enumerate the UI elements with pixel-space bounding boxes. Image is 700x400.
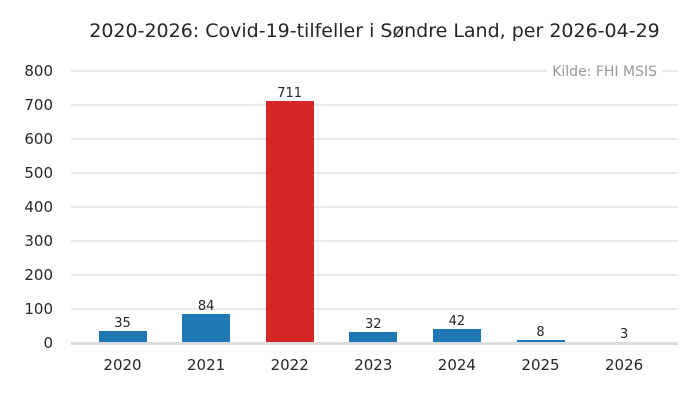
value-label-2021: 84 bbox=[197, 299, 215, 315]
value-label-2026: 3 bbox=[619, 326, 629, 342]
chart-title: 2020-2026: Covid-19-tilfeller i Søndre L… bbox=[89, 20, 660, 42]
gridline-y-300 bbox=[71, 240, 678, 242]
gridline-y-200 bbox=[71, 274, 678, 276]
x-tick-label-2024: 2024 bbox=[437, 356, 476, 374]
bar-2021 bbox=[182, 314, 231, 343]
y-tick-label-300: 300 bbox=[24, 232, 53, 250]
bar-2022 bbox=[265, 101, 314, 343]
gridline-y-100 bbox=[71, 308, 678, 310]
bar-2024 bbox=[432, 328, 481, 343]
value-label-2020: 35 bbox=[114, 316, 131, 332]
x-tick-label-2020: 2020 bbox=[103, 356, 142, 374]
bar-2023 bbox=[349, 332, 398, 343]
gridline-y-400 bbox=[71, 206, 678, 208]
x-tick-label-2022: 2022 bbox=[270, 356, 309, 374]
bar-2020 bbox=[98, 331, 147, 343]
x-tick-label-2026: 2026 bbox=[605, 356, 644, 374]
x-tick-label-2025: 2025 bbox=[521, 356, 560, 374]
value-label-2023: 32 bbox=[365, 317, 382, 333]
y-tick-label-400: 400 bbox=[24, 198, 53, 216]
y-tick-label-600: 600 bbox=[24, 130, 53, 148]
value-label-2024: 42 bbox=[448, 313, 466, 329]
gridline-y-700 bbox=[71, 104, 678, 106]
source-note: Kilde: FHI MSIS bbox=[547, 63, 662, 81]
y-tick-label-500: 500 bbox=[24, 164, 53, 182]
x-tick-label-2021: 2021 bbox=[187, 356, 226, 374]
gridline-y-600 bbox=[71, 138, 678, 140]
y-tick-label-0: 0 bbox=[43, 334, 53, 352]
y-tick-label-800: 800 bbox=[24, 62, 53, 80]
gridline-y-500 bbox=[71, 172, 678, 174]
y-tick-label-200: 200 bbox=[24, 266, 53, 284]
x-axis-line bbox=[71, 341, 678, 345]
gridline-y-800 bbox=[71, 70, 678, 72]
y-tick-label-100: 100 bbox=[24, 300, 53, 318]
value-label-2022: 711 bbox=[277, 86, 303, 102]
value-label-2025: 8 bbox=[536, 325, 545, 341]
y-tick-label-700: 700 bbox=[24, 96, 53, 114]
x-tick-label-2023: 2023 bbox=[354, 356, 393, 374]
